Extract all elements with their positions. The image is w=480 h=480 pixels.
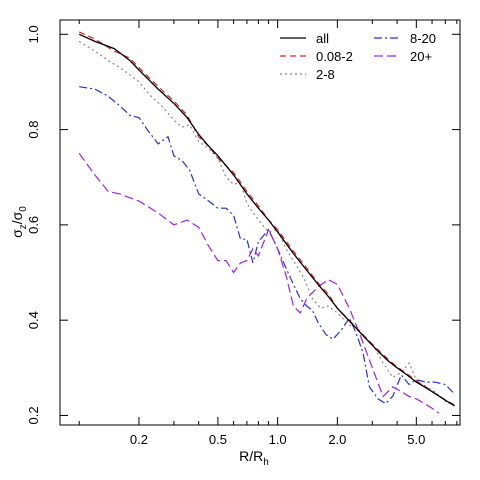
series-line-0.08-2	[78, 31, 455, 406]
legend-label-2-8: 2-8	[316, 67, 335, 82]
series-line-20+	[78, 153, 440, 414]
legend-label-20+: 20+	[410, 49, 432, 64]
plot-frame	[59, 19, 461, 426]
x-tick-label: 2.0	[328, 432, 346, 447]
y-tick-label: 0.6	[26, 216, 41, 234]
y-axis-label: σz/σ0	[9, 206, 29, 238]
series-line-8-20	[79, 86, 456, 405]
y-tick-label: 1.0	[26, 25, 41, 43]
axis-ticks: 0.2 0.5 1.0 2.0 5.0 0.2 0.4 0.6 0.8 1.0	[26, 20, 460, 447]
y-tick-label: 0.8	[26, 121, 41, 139]
y-tick-label: 0.2	[26, 406, 41, 424]
x-tick-label: 1.0	[269, 432, 287, 447]
series-layer	[78, 31, 456, 414]
legend-label-all: all	[316, 31, 329, 46]
legend-label-8-20: 8-20	[410, 31, 436, 46]
series-line-2-8	[78, 40, 455, 407]
x-tick-label: 5.0	[407, 432, 425, 447]
x-axis-label: R/Rh	[239, 448, 269, 468]
legend-label-0.08-2: 0.08-2	[316, 49, 353, 64]
y-tick-label: 0.4	[26, 311, 41, 329]
series-line-all	[78, 33, 455, 407]
x-tick-label: 0.5	[209, 432, 227, 447]
x-tick-label: 0.2	[130, 432, 148, 447]
legend: all 0.08-2 2-8 8-20 20+	[280, 31, 436, 82]
